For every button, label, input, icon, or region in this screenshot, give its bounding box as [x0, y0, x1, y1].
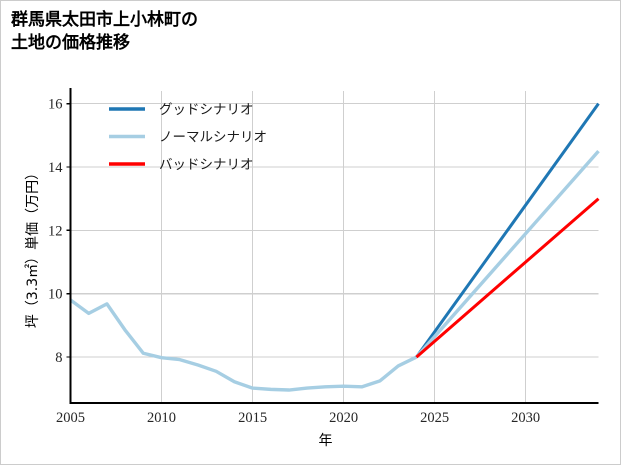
x-axis-title: 年 — [319, 433, 333, 449]
x-tick-label: 2005 — [56, 410, 85, 426]
x-tick-label: 2030 — [511, 410, 540, 426]
y-tick-label: 14 — [48, 160, 63, 176]
legend-item[interactable]: ノーマルシナリオ — [109, 130, 267, 146]
legend-label: ノーマルシナリオ — [159, 130, 267, 146]
legend-label: バッドシナリオ — [159, 157, 254, 173]
y-tick-label: 8 — [55, 350, 62, 366]
axis-spines — [69, 88, 599, 405]
y-tick-label: 10 — [48, 287, 63, 303]
y-tick-label: 16 — [48, 97, 63, 113]
gridlines — [70, 91, 599, 403]
legend-item[interactable]: グッドシナリオ — [109, 102, 254, 118]
x-tick-label: 2020 — [329, 410, 358, 426]
axis-tick-labels: 8 10 12 14 16 2005 2010 2015 2020 2025 2030 — [48, 97, 540, 426]
axis-ticks — [66, 103, 71, 358]
legend-label: グッドシナリオ — [159, 102, 254, 118]
x-tick-label: 2025 — [420, 410, 449, 426]
y-tick-label: 12 — [48, 223, 63, 239]
series-line-bad — [415, 197, 600, 359]
chart-title: 群馬県太田市上小林町の 土地の価格推移 — [11, 10, 198, 52]
series-line-good — [415, 102, 600, 358]
axis-titles: 年 坪（3.3㎡）単価（万円） — [25, 166, 333, 449]
series-lines — [69, 102, 600, 392]
series-line-normal — [415, 150, 600, 359]
x-tick-label: 2015 — [238, 410, 267, 426]
legend-item[interactable]: バッドシナリオ — [109, 157, 254, 173]
series-line-normal — [69, 298, 418, 392]
y-axis-title: 坪（3.3㎡）単価（万円） — [25, 166, 41, 328]
x-tick-label: 2010 — [147, 410, 176, 426]
